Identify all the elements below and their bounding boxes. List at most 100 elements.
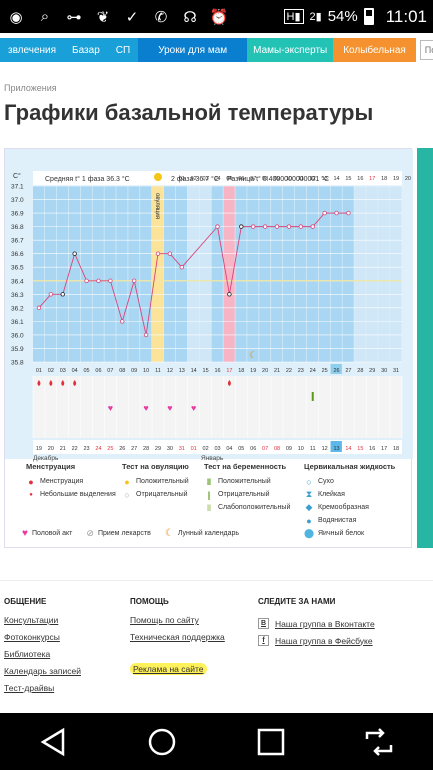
date-label: 29 bbox=[155, 446, 161, 452]
footer-link-calendar[interactable]: Календарь записей bbox=[4, 666, 81, 676]
footer-link-support[interactable]: Техническая поддержка bbox=[130, 632, 225, 642]
nav-item-sp[interactable]: СП bbox=[107, 38, 139, 62]
day-column bbox=[56, 186, 69, 362]
footer-link-site-help[interactable]: Помощь по сайту bbox=[130, 615, 199, 625]
double-bar-icon: ‖ bbox=[206, 476, 212, 487]
footer-link-photo-contests[interactable]: Фотоконкурсы bbox=[4, 632, 60, 642]
empty-circle-icon: ○ bbox=[306, 476, 312, 487]
temperature-point bbox=[239, 224, 244, 229]
legend-item: Небольшие выделения bbox=[40, 491, 116, 498]
menstruation-drop-icon bbox=[49, 380, 53, 386]
search-input[interactable] bbox=[419, 40, 433, 60]
day-column bbox=[116, 186, 128, 362]
top-day-label: 19 bbox=[393, 176, 399, 182]
day-column bbox=[282, 186, 295, 362]
advertising-highlight[interactable]: Реклама на сайте bbox=[130, 663, 207, 675]
temperature-point bbox=[310, 224, 315, 229]
h-signal-icon: H▮ bbox=[283, 9, 304, 24]
home-button[interactable] bbox=[142, 722, 182, 762]
temperature-point bbox=[120, 319, 125, 324]
cycle-day-label: 27 bbox=[345, 368, 351, 374]
dumbbell-icon: ⊶ bbox=[66, 8, 82, 26]
day-column bbox=[390, 186, 402, 362]
date-label: 10 bbox=[298, 446, 304, 452]
date-label: 11 bbox=[310, 446, 316, 452]
empty-dot-icon: ○ bbox=[124, 489, 130, 500]
footer-link-label[interactable]: Наша группа в Вконтакте bbox=[275, 618, 375, 629]
y-tick-label: 37.1 bbox=[11, 184, 24, 191]
cycle-day-label: 16 bbox=[214, 368, 220, 374]
y-tick-label: 36.1 bbox=[11, 319, 24, 326]
nav-item-bazaar[interactable]: Базар bbox=[64, 38, 108, 62]
temperature-point bbox=[298, 224, 304, 229]
date-label: 07 bbox=[262, 446, 268, 452]
nav-item-lullaby[interactable]: Колыбельная bbox=[333, 38, 416, 62]
date-label: 15 bbox=[357, 446, 363, 452]
cycle-day-label: 11 bbox=[155, 368, 161, 374]
date-label: 01 bbox=[191, 446, 197, 452]
y-tick-label: 35.9 bbox=[11, 346, 24, 353]
footer-link-library[interactable]: Библиотека bbox=[4, 649, 51, 659]
temperature-point bbox=[155, 251, 161, 256]
back-button[interactable] bbox=[34, 722, 74, 762]
footer-link-test-drives[interactable]: Тест-драйвы bbox=[4, 683, 55, 693]
date-label: 14 bbox=[345, 446, 351, 452]
recents-button[interactable] bbox=[251, 722, 291, 762]
heart-icon: ♥ bbox=[108, 403, 113, 413]
legend-item: Положительный bbox=[218, 478, 271, 485]
day-column bbox=[259, 186, 271, 362]
back-icon bbox=[40, 727, 65, 756]
footer-link-vk[interactable]: B Наша группа в Вконтакте bbox=[258, 615, 375, 632]
cycle-day-label: 15 bbox=[203, 368, 209, 374]
nav-item-experts[interactable]: Мамы-эксперты bbox=[247, 38, 334, 62]
clock: 11:01 bbox=[385, 6, 427, 26]
switch-app-icon bbox=[365, 727, 393, 756]
day-column bbox=[354, 186, 366, 362]
y-tick-label: 35.8 bbox=[11, 360, 24, 367]
day-column bbox=[33, 186, 45, 362]
temperature-point bbox=[36, 305, 42, 311]
footer-link-advertising[interactable]: Реклама на сайте bbox=[130, 663, 225, 681]
temperature-point bbox=[96, 278, 101, 283]
cycle-day-label: 25 bbox=[322, 368, 328, 374]
check-icon: ✓ bbox=[125, 8, 139, 26]
nav-item-lessons[interactable]: Уроки для мам bbox=[138, 38, 248, 62]
date-label: 04 bbox=[226, 446, 232, 452]
headphones-icon: ☊ bbox=[183, 8, 197, 26]
footer-heading: ПОМОЩЬ bbox=[130, 597, 169, 606]
day-column bbox=[294, 186, 307, 362]
temperature-point bbox=[131, 278, 137, 283]
top-nav: звлечения Базар СП Уроки для мам Мамы-эк… bbox=[0, 38, 433, 62]
day-column bbox=[330, 186, 342, 362]
date-label: 21 bbox=[60, 446, 66, 452]
footer-link-label[interactable]: Наша группа в Фейсбуке bbox=[275, 635, 373, 646]
switch-app-button[interactable] bbox=[359, 722, 399, 762]
breadcrumb[interactable]: Приложения bbox=[4, 83, 57, 93]
day-column bbox=[128, 186, 140, 362]
phase2-label: 2 фаза 36.7 °С bbox=[171, 176, 219, 183]
battery-percent: 54% bbox=[327, 8, 358, 25]
legend-item: Сухо bbox=[318, 478, 334, 485]
date-label: 16 bbox=[369, 446, 375, 452]
cycle-day-label: 30 bbox=[381, 368, 387, 374]
nav-item-entertainment[interactable]: звлечения bbox=[0, 38, 65, 62]
legend-item: Яичный белок bbox=[318, 530, 365, 537]
day-column bbox=[235, 186, 247, 362]
footer-link-consultations[interactable]: Консультации bbox=[4, 615, 59, 625]
recents-icon bbox=[257, 728, 284, 755]
moon-icon: ☾ bbox=[164, 528, 174, 539]
date-label: 30 bbox=[167, 446, 173, 452]
creamy-icon: ◆ bbox=[305, 502, 313, 512]
menstruation-drop-icon bbox=[37, 380, 41, 386]
phase1-label: Средняя t° 1 фаза 36.3 °С bbox=[45, 176, 130, 183]
top-day-label: 04 bbox=[214, 176, 220, 182]
temperature-line-gap bbox=[181, 226, 218, 268]
date-label: 06 bbox=[250, 446, 256, 452]
date-label: 24 bbox=[95, 446, 101, 452]
legend-item: Слабоположительный bbox=[218, 504, 291, 511]
watery-icon: ● bbox=[306, 515, 312, 526]
footer-link-facebook[interactable]: f Наша группа в Фейсбуке bbox=[258, 632, 375, 649]
y-unit-label: С° bbox=[13, 173, 21, 180]
cycle-day-label: 31 bbox=[393, 368, 399, 374]
footer-col-community: ОБЩЕНИЕ Консультации Фотоконкурсы Библио… bbox=[4, 597, 81, 700]
